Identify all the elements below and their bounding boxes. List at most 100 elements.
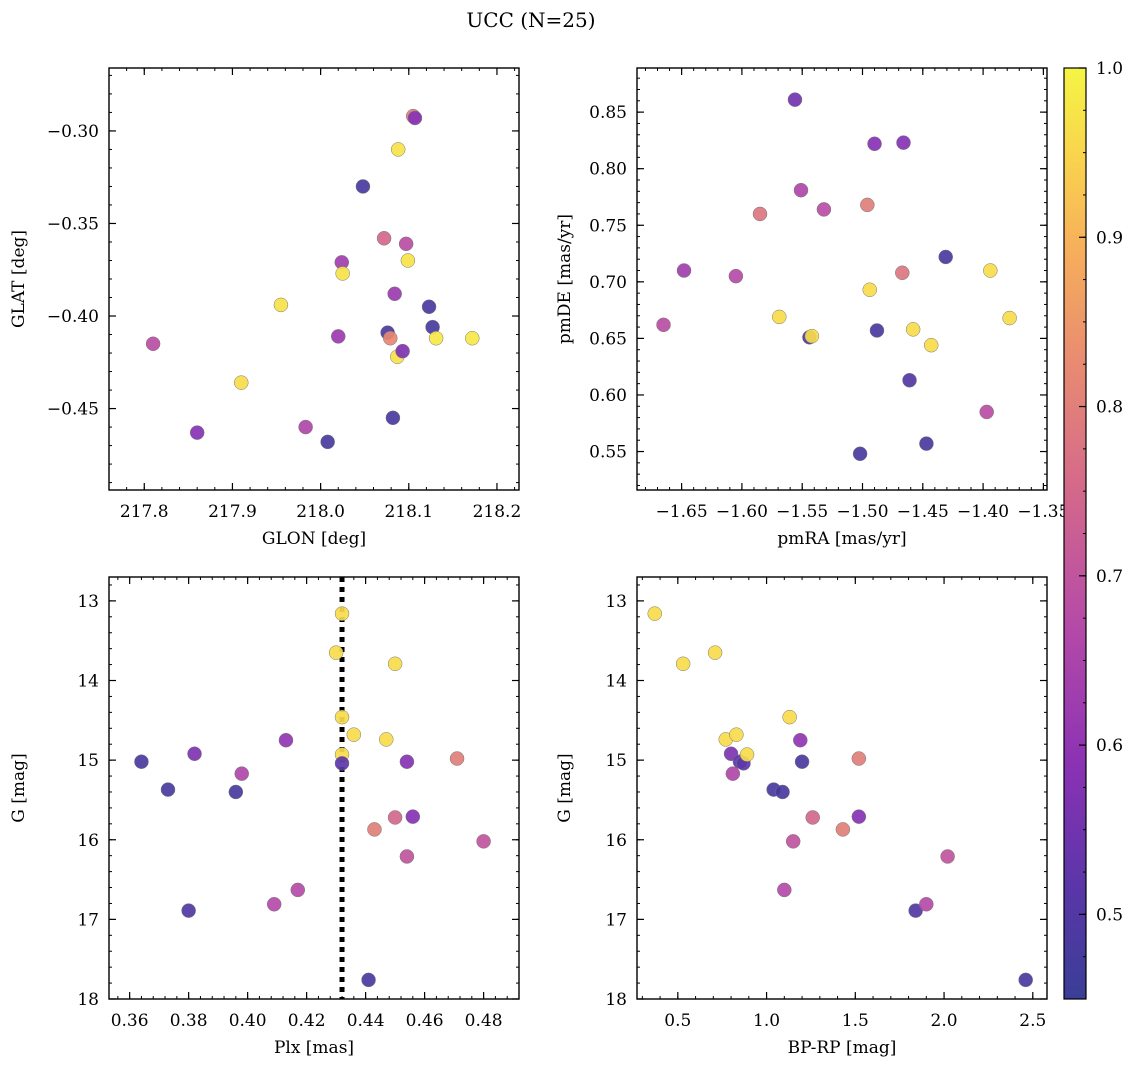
- data-point: [160, 782, 176, 797]
- data-point: [266, 896, 282, 912]
- x-tick-label: 0.44: [347, 1011, 385, 1031]
- data-point: [334, 606, 350, 621]
- plot-frame: [108, 576, 520, 1000]
- data-point: [772, 309, 787, 325]
- data-point: [656, 317, 671, 333]
- figure-title: UCC (N=25): [466, 8, 595, 32]
- x-tick-label: 2.0: [931, 1011, 958, 1031]
- data-point: [405, 809, 421, 824]
- data-point: [675, 656, 691, 672]
- data-point: [383, 330, 398, 346]
- x-tick-label: −1.55: [776, 502, 828, 522]
- data-point: [234, 766, 249, 781]
- data-point: [676, 263, 692, 278]
- y-tick-label: −0.40: [47, 307, 99, 327]
- y-tick-label: 15: [77, 751, 99, 771]
- data-point: [273, 297, 289, 313]
- colorbar-tick-label: 0.9: [1096, 228, 1123, 248]
- y-tick-label: 17: [605, 910, 627, 930]
- panel-bprp-g: 0.5 1.0 1.5 2.0 2.5 13 14 15 16 17 18 BP-RP [mag] G …: [555, 576, 1048, 1058]
- y-tick-label: 0.65: [589, 329, 627, 349]
- data-point: [919, 896, 934, 912]
- panels: 217.8 217.9 218.0 218.1 218.2 −0.30 −0.35 −0.40…: [9, 67, 1069, 1058]
- data-point: [938, 249, 953, 265]
- data-point: [793, 732, 808, 748]
- x-tick-label: −1.65: [656, 502, 708, 522]
- data-point: [919, 436, 934, 451]
- y-tick-label: 16: [605, 831, 627, 851]
- data-point: [399, 849, 415, 864]
- data-point: [896, 135, 911, 150]
- colorbar-tick-label: 0.6: [1096, 736, 1123, 756]
- y-tick-label: 15: [605, 751, 627, 771]
- y-tick-label: 0.85: [589, 103, 627, 123]
- data-point: [476, 834, 491, 849]
- panel-pmra-pmde: −1.65 −1.60 −1.55 −1.50 −1.45 −1.40 −1.35 0.55 0…: [555, 67, 1069, 549]
- data-point: [707, 645, 723, 660]
- panel-plx-g: 0.36 0.38 0.40 0.42 0.44 0.46 0.48 13 14 15 16 17 18…: [9, 576, 520, 1058]
- x-axis-label: pmRA [mas/yr]: [777, 529, 906, 549]
- data-point: [983, 263, 998, 278]
- y-tick-label: −0.45: [47, 400, 99, 420]
- x-tick-label: 0.46: [406, 1011, 444, 1031]
- data-point: [187, 746, 202, 762]
- data-point: [334, 756, 350, 771]
- data-point: [298, 419, 313, 435]
- data-point: [330, 329, 346, 344]
- data-point: [361, 972, 376, 988]
- data-point: [905, 322, 921, 337]
- y-tick-label: −0.30: [47, 122, 99, 142]
- x-axis-label: GLON [deg]: [262, 529, 366, 549]
- colorbar-tick-label: 0.5: [1096, 905, 1123, 925]
- y-tick-label: 0.70: [589, 273, 627, 293]
- y-axis-label: GLAT [deg]: [9, 230, 29, 328]
- data-point: [725, 766, 741, 781]
- plot-frame: [108, 67, 520, 491]
- data-point: [923, 337, 939, 353]
- y-tick-label: 17: [77, 910, 99, 930]
- x-tick-label: 0.40: [229, 1011, 267, 1031]
- y-axis-label: G [mag]: [9, 753, 29, 822]
- data-point: [785, 834, 801, 849]
- x-tick-label: 2.5: [1019, 1011, 1046, 1031]
- panel-glon-glat: 217.8 217.9 218.0 218.1 218.2 −0.30 −0.35 −0.40…: [9, 67, 521, 549]
- data-point: [1002, 310, 1017, 326]
- data-point: [421, 299, 437, 315]
- data-point: [399, 754, 415, 769]
- data-point: [234, 375, 249, 390]
- data-point: [851, 751, 867, 766]
- data-point: [355, 179, 371, 194]
- data-point: [376, 231, 392, 246]
- data-point: [851, 809, 867, 824]
- data-point: [407, 110, 423, 126]
- y-tick-label: 13: [605, 592, 627, 612]
- data-point: [465, 330, 480, 346]
- data-point: [290, 882, 306, 898]
- data-point: [804, 328, 820, 344]
- x-tick-label: −1.35: [1017, 502, 1069, 522]
- data-point: [398, 236, 414, 252]
- plot-frame: [636, 67, 1048, 491]
- x-axis-label: Plx [mas]: [274, 1038, 354, 1058]
- data-point: [793, 182, 809, 198]
- colorbar-tick-label: 0.8: [1096, 398, 1123, 418]
- data-point: [805, 810, 820, 825]
- x-tick-label: 217.9: [208, 502, 257, 522]
- data-point: [782, 709, 797, 725]
- data-point: [390, 142, 406, 157]
- y-tick-label: 0.55: [589, 443, 627, 463]
- data-point: [278, 732, 294, 748]
- data-point: [647, 606, 662, 621]
- data-point: [860, 197, 875, 213]
- y-axis-label: pmDE [mas/yr]: [555, 214, 575, 344]
- x-tick-label: 218.1: [384, 502, 433, 522]
- colorbar: 0.5 0.6 0.7 0.8 0.9 1.0: [1063, 59, 1123, 1000]
- data-point: [145, 336, 161, 352]
- x-tick-label: 217.8: [120, 502, 169, 522]
- x-tick-label: 0.36: [111, 1011, 149, 1031]
- data-point: [335, 266, 350, 281]
- x-axis-label: BP-RP [mag]: [788, 1038, 897, 1058]
- data-point: [387, 656, 403, 672]
- data-point: [728, 268, 744, 284]
- data-point: [940, 849, 955, 864]
